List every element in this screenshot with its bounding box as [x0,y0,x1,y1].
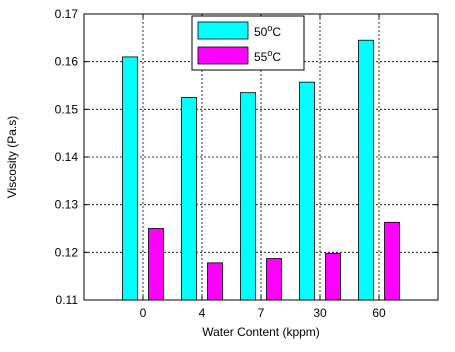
x-tick-label: 60 [372,306,386,320]
bar-series-1-0 [122,56,138,301]
y-tick-label: 0.13 [55,198,79,212]
bar-series-1-4 [181,97,197,301]
x-axis-label: Water Content (kppm) [202,325,320,339]
y-axis-ticks: 0.11 0.12 0.13 0.14 0.15 0.16 0.17 [55,7,438,307]
bar-series-1-60 [358,39,374,301]
bar-series-2-0 [148,228,164,301]
bar-series-2-30 [325,252,341,301]
y-tick-label: 0.17 [55,7,79,21]
y-tick-label: 0.16 [55,55,79,69]
x-tick-label: 0 [140,306,147,320]
bar-series-2-60 [384,221,400,301]
legend-label-2: 55oC [254,48,281,64]
x-axis-ticks: 0 4 7 30 60 [140,14,386,320]
legend-label-1: 50oC [254,23,281,39]
bars [122,39,400,301]
x-tick-label: 4 [199,306,206,320]
y-axis-label: Viscosity (Pa.s) [5,116,19,198]
y-tick-label: 0.12 [55,245,79,259]
legend: 50oC 55oC [191,15,305,71]
x-tick-label: 30 [313,306,327,320]
bar-series-1-7 [240,92,256,301]
y-tick-label: 0.15 [55,102,79,116]
legend-swatch-2 [197,46,249,65]
bar-series-1-30 [299,81,315,301]
x-tick-label: 7 [258,306,265,320]
bar-series-2-7 [266,258,282,301]
bar-series-2-4 [207,262,223,301]
legend-swatch-1 [197,21,249,40]
y-tick-label: 0.11 [56,293,79,307]
y-tick-label: 0.14 [55,150,79,164]
